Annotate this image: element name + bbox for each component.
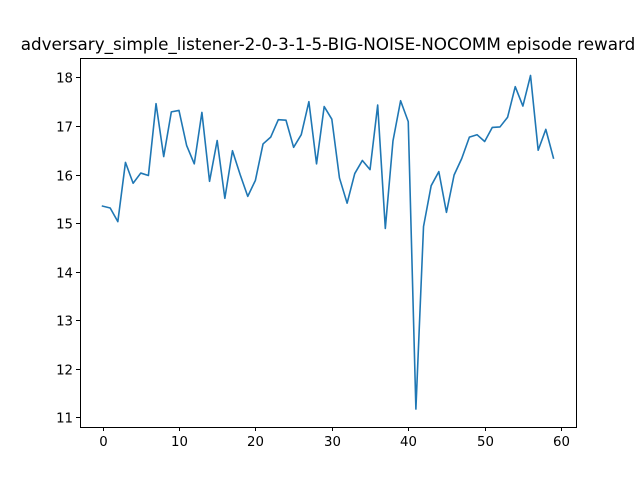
x-tick-label: 0 <box>99 435 107 450</box>
y-tick-label: 13 <box>56 315 73 330</box>
x-tick-label: 40 <box>400 435 417 450</box>
y-tick-label: 12 <box>56 364 73 379</box>
ticks-layer: 0 10 20 30 40 50 60 11 12 13 14 15 16 17 18 <box>56 72 570 451</box>
axes-background <box>80 58 576 427</box>
y-tick-label: 18 <box>56 72 73 87</box>
x-tick-label: 20 <box>247 435 264 450</box>
x-tick-label: 50 <box>477 435 494 450</box>
y-tick-label: 15 <box>56 218 73 233</box>
series-layer <box>101 74 555 410</box>
x-tick-label: 10 <box>171 435 188 450</box>
x-tick-label: 60 <box>553 435 570 450</box>
y-tick-label: 14 <box>56 267 73 282</box>
chart-title: adversary_simple_listener-2-0-3-1-5-BIG-… <box>21 34 636 55</box>
y-tick-label: 11 <box>56 412 73 427</box>
series-line-0 <box>101 74 555 410</box>
plot-area: 0 10 20 30 40 50 60 11 12 13 14 15 16 17 18 <box>56 58 577 450</box>
y-tick-label: 16 <box>56 170 73 185</box>
y-tick-label: 17 <box>56 121 73 136</box>
x-tick-label: 30 <box>324 435 341 450</box>
